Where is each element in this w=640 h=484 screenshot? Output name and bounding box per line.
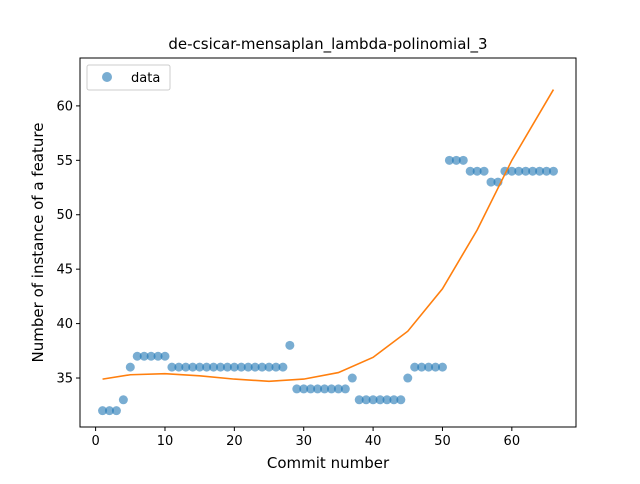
data-point [347,373,357,383]
data-point [153,351,163,361]
x-tick-label: 20 [226,434,243,449]
data-point [222,362,232,372]
data-point [444,155,454,165]
data-point [132,351,142,361]
data-point [548,166,558,176]
data-point [486,177,496,187]
data-point [195,362,205,372]
data-point [181,362,191,372]
data-point [535,166,545,176]
data-point [313,384,323,394]
data-point [229,362,239,372]
x-tick-label: 0 [91,434,99,449]
data-point [542,166,552,176]
data-point [146,351,156,361]
data-point [167,362,177,372]
data-point [472,166,482,176]
data-point [188,362,198,372]
y-tick-label: 45 [56,263,73,278]
data-point [396,395,406,405]
data-point [340,384,350,394]
x-tick-label: 60 [504,434,521,449]
x-tick-label: 50 [434,434,451,449]
data-point [424,362,434,372]
x-axis-label: Commit number [267,454,390,472]
data-point [458,155,468,165]
plot-area [98,89,558,416]
y-tick-label: 60 [56,99,73,114]
data-point [250,362,260,372]
x-tick-label: 10 [157,434,174,449]
data-point [465,166,475,176]
y-axis-label: Number of instance of a feature [29,123,47,363]
data-point [278,362,288,372]
data-point [389,395,399,405]
data-point [507,166,517,176]
legend: data [86,64,171,91]
data-point [431,362,441,372]
data-point [320,384,330,394]
data-point [285,340,295,350]
fit-curve [102,89,555,383]
data-point [215,362,225,372]
data-point [292,384,302,394]
data-point [479,166,489,176]
data-point [361,395,371,405]
chart-title: de-csicar-mensaplan_lambda-polinomial_3 [168,35,487,54]
legend-label-data: data [131,71,160,86]
y-tick-label: 55 [56,154,73,169]
data-point [417,362,427,372]
data-point [514,166,524,176]
data-point [354,395,364,405]
legend-box [86,64,171,91]
data-point [382,395,392,405]
y-tick-label: 40 [56,317,73,332]
data-point [264,362,274,372]
data-point [243,362,253,372]
data-point [174,362,184,372]
data-point [271,362,281,372]
legend-marker-data [102,72,112,82]
data-point [125,362,135,372]
data-point [111,406,121,416]
axes: 0 10 20 30 40 50 60 35 40 45 50 55 60 [56,99,520,449]
data-point [98,406,108,416]
y-tick-label: 50 [56,208,73,223]
x-tick-label: 40 [365,434,382,449]
data-point [326,384,336,394]
data-point [451,155,461,165]
data-point [209,362,219,372]
data-point [104,406,114,416]
data-point [375,395,385,405]
data-point [403,373,413,383]
data-point [306,384,316,394]
data-point [521,166,531,176]
data-point [368,395,378,405]
data-point [257,362,267,372]
data-point [410,362,420,372]
data-point [437,362,447,372]
data-point [299,384,309,394]
data-point [139,351,149,361]
data-point [118,395,128,405]
data-point [202,362,212,372]
y-tick-label: 35 [56,372,73,387]
plot-frame [79,57,577,428]
x-tick-label: 30 [295,434,312,449]
data-point [236,362,246,372]
data-point [160,351,170,361]
data-point [528,166,538,176]
data-point [333,384,343,394]
